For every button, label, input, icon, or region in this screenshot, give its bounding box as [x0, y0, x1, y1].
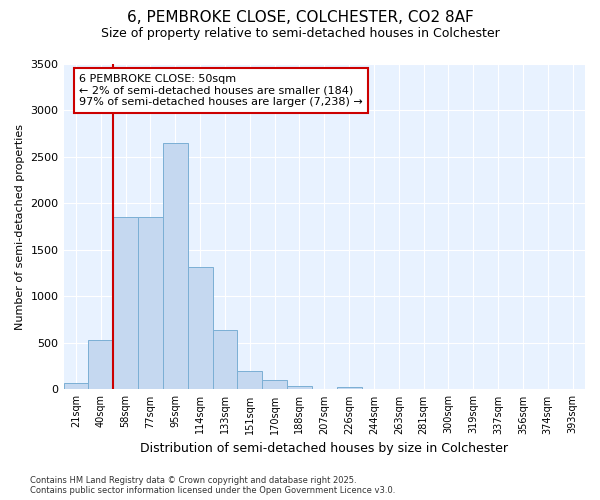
Bar: [88, 340, 113, 390]
Bar: [212, 330, 238, 390]
Bar: [64, 383, 88, 390]
Text: 6, PEMBROKE CLOSE, COLCHESTER, CO2 8AF: 6, PEMBROKE CLOSE, COLCHESTER, CO2 8AF: [127, 10, 473, 25]
Bar: [287, 386, 312, 390]
Text: Size of property relative to semi-detached houses in Colchester: Size of property relative to semi-detach…: [101, 28, 499, 40]
Bar: [337, 386, 362, 390]
Text: Contains HM Land Registry data © Crown copyright and database right 2025.
Contai: Contains HM Land Registry data © Crown c…: [30, 476, 395, 495]
X-axis label: Distribution of semi-detached houses by size in Colchester: Distribution of semi-detached houses by …: [140, 442, 508, 455]
Bar: [138, 218, 163, 390]
Bar: [163, 143, 188, 390]
Bar: [188, 266, 212, 390]
Bar: [262, 380, 287, 390]
Y-axis label: Number of semi-detached properties: Number of semi-detached properties: [15, 124, 25, 330]
Bar: [238, 371, 262, 390]
Bar: [113, 218, 138, 390]
Text: 6 PEMBROKE CLOSE: 50sqm
← 2% of semi-detached houses are smaller (184)
97% of se: 6 PEMBROKE CLOSE: 50sqm ← 2% of semi-det…: [79, 74, 363, 107]
